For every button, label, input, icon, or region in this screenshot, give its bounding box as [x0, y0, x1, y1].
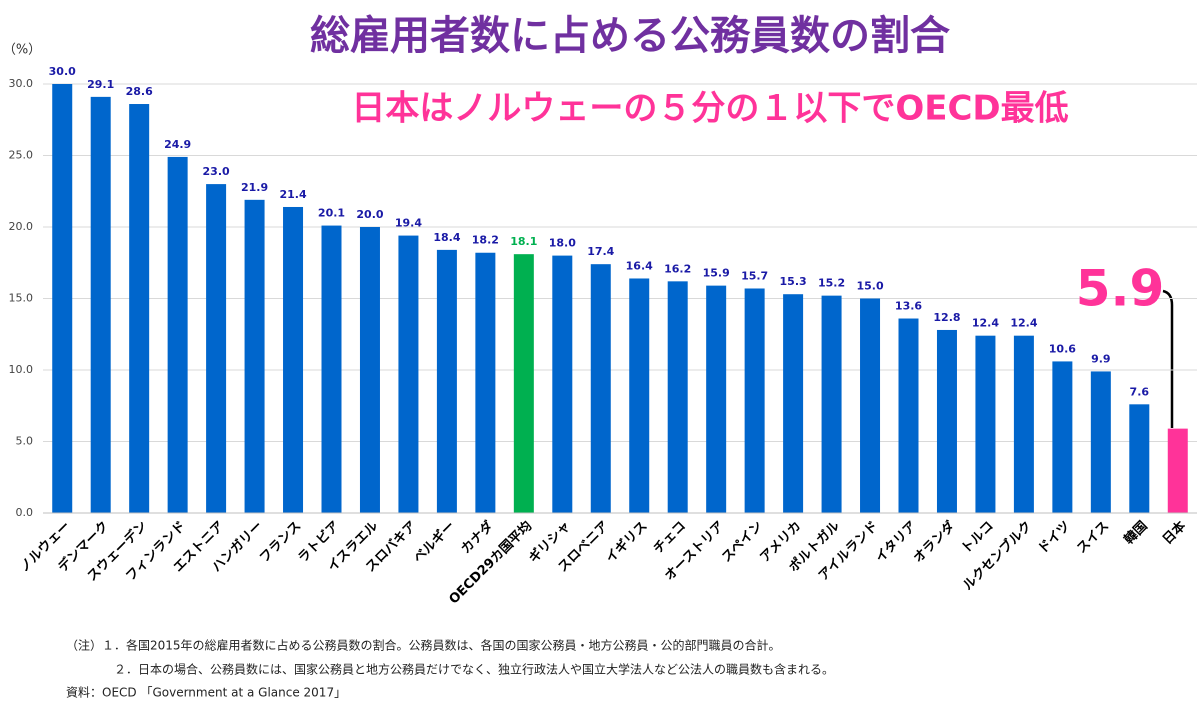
bar: [629, 278, 650, 513]
x-tick-label: イギリス: [602, 518, 650, 566]
bar: [744, 288, 765, 513]
bar: [898, 318, 919, 513]
value-label: 15.9: [703, 267, 730, 280]
value-label: 18.1: [510, 235, 537, 248]
bar: [475, 252, 496, 514]
bar: [321, 225, 342, 513]
x-tick-label: ルクセンブルク: [960, 518, 1035, 593]
bar: [667, 281, 688, 513]
value-label: 7.6: [1130, 385, 1150, 398]
value-label: 29.1: [87, 78, 114, 91]
bar: [359, 227, 380, 513]
value-label: 18.2: [472, 234, 499, 247]
value-label: 12.8: [933, 311, 960, 324]
value-label: 5.9: [1076, 260, 1165, 318]
bar: [167, 156, 188, 513]
bar: [398, 235, 419, 513]
value-label: 12.4: [1010, 317, 1037, 330]
x-tick-label: オランダ: [910, 518, 958, 566]
value-label: 20.1: [318, 207, 345, 220]
value-label: 20.0: [356, 208, 383, 221]
value-label: 10.6: [1049, 342, 1076, 355]
value-label: 15.3: [780, 275, 807, 288]
callout-line: [1162, 289, 1174, 428]
value-label: 16.4: [626, 259, 653, 272]
bar: [860, 298, 881, 513]
value-label: 21.9: [241, 181, 268, 194]
value-label: 15.2: [818, 277, 845, 290]
bar: [1052, 361, 1073, 513]
bar: [1167, 428, 1188, 513]
bar: [129, 104, 150, 514]
bar: [552, 255, 573, 513]
source: 資料：OECD 「Government at a Glance 2017」: [66, 686, 346, 700]
value-label: 12.4: [972, 317, 999, 330]
value-label: 16.2: [664, 262, 691, 275]
value-label: 24.9: [164, 138, 191, 151]
y-axis-label: （%）: [3, 43, 41, 58]
x-tick-label: 日本: [1159, 518, 1189, 548]
value-label: 13.6: [895, 300, 922, 313]
y-tick-label: 10.0: [9, 363, 34, 376]
bar: [1129, 404, 1150, 513]
x-tick-label: スペイン: [719, 519, 766, 566]
value-label: 9.9: [1091, 352, 1111, 365]
bar: [283, 206, 304, 514]
chart-subtitle: 日本はノルウェーの５分の１以下でOECD最低: [351, 89, 1068, 129]
bar: [783, 294, 804, 513]
value-label: 18.4: [433, 231, 460, 244]
x-tick-label: フランス: [257, 519, 304, 566]
y-tick-label: 15.0: [9, 292, 34, 305]
value-label: 17.4: [587, 245, 614, 258]
y-tick-label: 20.0: [9, 220, 34, 233]
x-tick-label: ベルギー: [410, 518, 458, 566]
note: （注）１．各国2015年の総雇用者数に占める公務員数の割合。公務員数は、各国の国…: [66, 638, 781, 653]
value-label: 19.4: [395, 217, 422, 230]
bar: [244, 199, 265, 513]
y-tick-label: 5.0: [16, 435, 34, 448]
value-label: 15.7: [741, 269, 768, 282]
value-label: 28.6: [126, 85, 153, 98]
bar: [590, 264, 611, 513]
bar: [513, 254, 534, 514]
value-label: 23.0: [203, 165, 230, 178]
y-tick-label: 30.0: [9, 77, 34, 90]
bar: [936, 329, 957, 513]
bar: [206, 184, 227, 513]
bar: [706, 285, 727, 513]
note: ２．日本の場合、公務員数には、国家公務員と地方公務員だけでなく、独立行政法人や国…: [114, 662, 834, 677]
bar: [1013, 335, 1034, 513]
y-tick-label: 25.0: [9, 149, 34, 162]
bar: [1090, 371, 1111, 513]
bar: [436, 249, 457, 513]
bar: [90, 96, 111, 514]
x-tick-label: ドイツ: [1035, 519, 1073, 557]
value-label: 15.0: [856, 280, 883, 293]
bar: [821, 295, 842, 513]
value-label: 18.0: [549, 237, 576, 250]
x-tick-label: 韓国: [1121, 518, 1151, 548]
bar: [52, 84, 73, 513]
x-tick-label: スイス: [1074, 519, 1112, 557]
y-tick-label: 0.0: [16, 506, 34, 519]
chart-title: 総雇用者数に占める公務員数の割合: [310, 13, 950, 59]
value-label: 21.4: [279, 188, 306, 201]
value-label: 30.0: [49, 65, 76, 78]
bar: [975, 335, 996, 513]
